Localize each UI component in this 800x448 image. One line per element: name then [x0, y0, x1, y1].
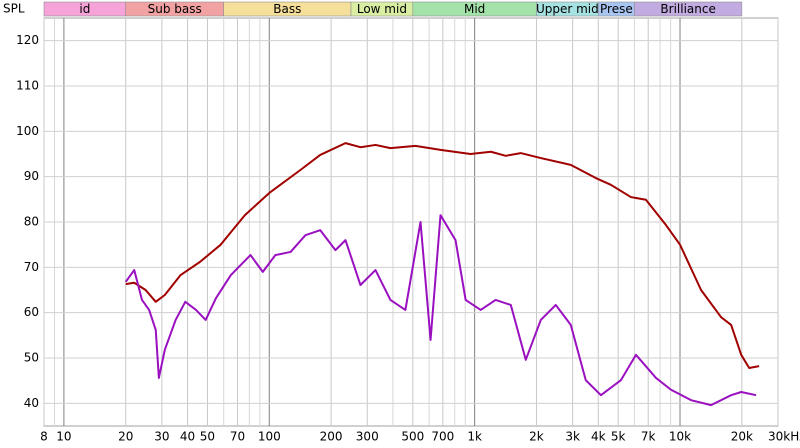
y-axis-label: SPL: [3, 2, 25, 16]
x-tick-label: 10: [56, 430, 71, 444]
x-tick-label: 10k: [669, 430, 691, 444]
lines: [124, 142, 760, 407]
x-tick-label: 5k: [611, 430, 626, 444]
y-tick-label: 50: [24, 351, 39, 365]
x-tick-label: 700: [431, 430, 454, 444]
x-tick-label: 4k: [591, 430, 606, 444]
y-tick-label: 60: [24, 305, 39, 319]
y-tick-label: 40: [24, 396, 39, 410]
band: [634, 1, 743, 17]
band-label: Upper mid: [536, 2, 599, 16]
x-tick-label: 100: [258, 430, 281, 444]
x-tick-label: 200: [320, 430, 343, 444]
x-tick-label: 3k: [565, 430, 580, 444]
x-tick-label: 70: [230, 430, 245, 444]
y-tick-label: 100: [16, 124, 39, 138]
band-label: Prese: [600, 2, 633, 16]
x-tick-label: 2k: [529, 430, 544, 444]
x-tick-label: 300: [356, 430, 379, 444]
x-tick-label: 20: [118, 430, 133, 444]
band-bar: id Sub bass Bass Low mid Mid Upper mid Prese Br…: [43, 1, 743, 17]
series-line: [124, 214, 757, 407]
y-tick-label: 70: [24, 260, 39, 274]
x-tick-label: 8: [40, 430, 48, 444]
x-tick-label: 20k: [731, 430, 753, 444]
band-label: Bass: [273, 2, 301, 16]
y-tick-label: 90: [24, 169, 39, 183]
band-label: Brilliance: [660, 2, 715, 16]
x-tick-label: 50: [200, 430, 215, 444]
y-tick-label: 120: [16, 33, 39, 47]
y-tick-label: 80: [24, 215, 39, 229]
x-tick-label: 500: [401, 430, 424, 444]
band-label: Mid: [464, 2, 485, 16]
x-tick-label: 40: [180, 430, 195, 444]
band-label: Sub bass: [148, 2, 202, 16]
y-tick-label: 110: [16, 79, 39, 93]
grid: [43, 18, 779, 426]
band-label: Low mid: [357, 2, 407, 16]
x-tick-label: 7k: [641, 430, 656, 444]
x-tick-label: 1k: [467, 430, 482, 444]
x-tick-label: 30kHz: [768, 430, 800, 444]
band-label: id: [79, 2, 90, 16]
series-line: [125, 142, 760, 369]
labels: 8 10 20 30 40 50 70 100 200 300 500 700 1k 2k 3k 4k 5k 7k…: [16, 33, 800, 443]
x-tick-label: 30: [154, 430, 169, 444]
